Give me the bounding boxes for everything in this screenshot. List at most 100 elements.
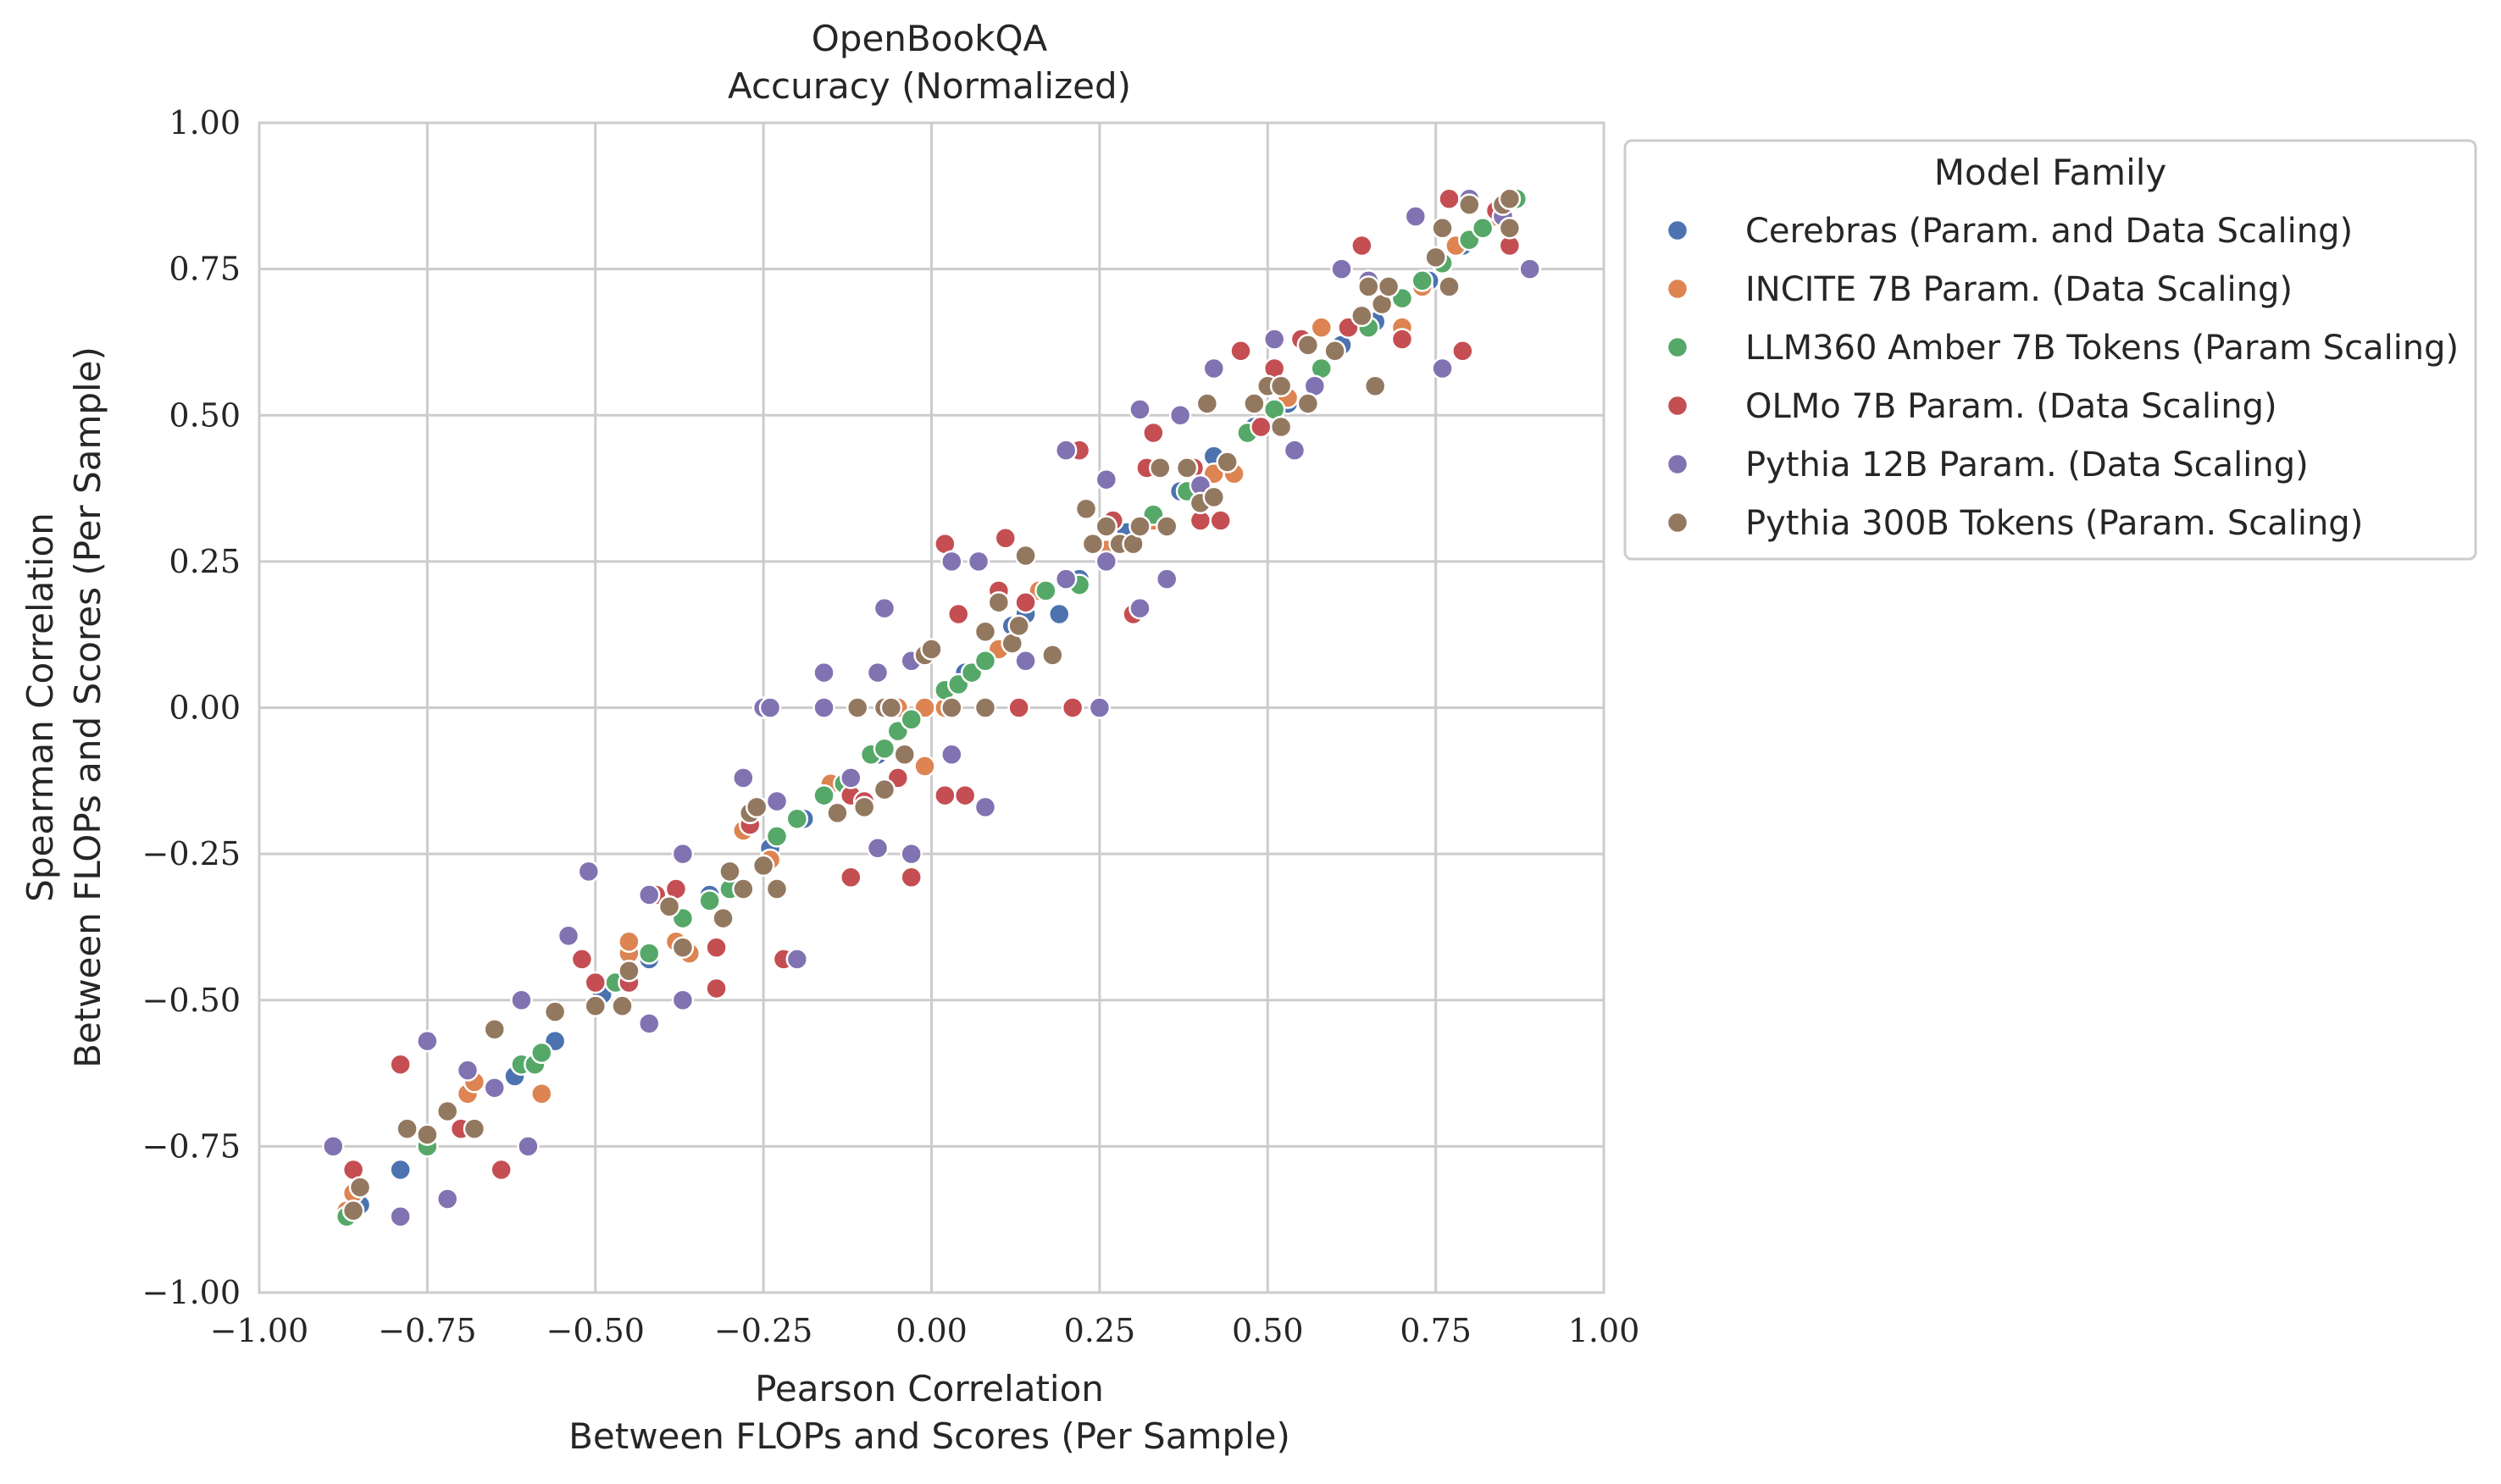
data-point [1095,468,1118,491]
data-point [435,1188,459,1210]
data-point [765,825,789,848]
data-point [812,696,835,719]
data-point [389,1158,412,1182]
x-tick-label: 0.75 [1400,1312,1472,1349]
data-point [846,696,869,719]
data-point [416,1029,439,1053]
data-point [1168,404,1192,427]
data-point [913,755,936,778]
data-point [1330,257,1353,280]
data-point [705,936,728,959]
data-point [483,1077,506,1099]
data-point [1471,217,1494,240]
data-point [416,1123,439,1146]
data-point [967,550,990,573]
data-point [1390,328,1414,351]
data-point [920,638,943,661]
data-point [456,1059,480,1082]
series-points [341,187,1522,1222]
data-point [1095,515,1118,538]
data-point [1014,544,1037,568]
data-point [1014,590,1037,614]
data-point [745,795,768,819]
chart-subtitle: Accuracy (Normalized) [728,65,1131,107]
y-tick-label: 0.00 [169,689,241,727]
data-point [611,994,634,1017]
data-point [570,948,594,971]
data-point [873,778,896,801]
legend-box [1623,139,2477,561]
data-point [1424,246,1447,269]
data-point [1377,275,1400,298]
data-point [1128,515,1151,538]
data-point [698,889,721,912]
data-point [866,836,890,860]
y-tick-label: −1.00 [142,1274,241,1311]
data-points [322,187,1541,1228]
data-point [1411,269,1434,292]
data-point [812,784,835,807]
legend-title: Model Family [1934,152,2167,193]
y-tick-label: −0.50 [142,982,241,1019]
data-point [973,696,997,719]
data-point [1438,187,1461,211]
series-points [335,187,1528,1228]
data-point [973,620,997,643]
legend-label: Pythia 300B Tokens (Param. Scaling) [1745,504,2363,543]
x-tick-label: −0.50 [546,1312,645,1349]
data-point [973,795,997,819]
legend-item: Pythia 12B Param. (Data Scaling) [1666,446,2309,485]
data-point [994,527,1018,550]
data-point [1357,275,1380,298]
data-point [785,948,809,971]
data-point [765,878,789,900]
data-point [712,906,735,930]
legend-item: INCITE 7B Param. (Data Scaling) [1666,270,2293,309]
data-point [618,959,640,983]
x-axis-label-line2: Between FLOPs and Scores (Per Sample) [568,1415,1290,1457]
data-point [1202,485,1226,509]
data-point [1088,696,1112,719]
data-point [1209,509,1232,532]
data-point [1007,696,1030,719]
data-point [987,590,1011,614]
data-point [1296,334,1320,357]
data-point [1243,392,1266,415]
data-point [1142,421,1165,445]
legend-marker [1666,277,1689,301]
data-point [973,650,997,673]
data-point [953,784,977,807]
data-point [517,1135,540,1158]
data-point [1216,451,1239,473]
data-point [893,743,917,766]
data-point [900,866,923,889]
data-point [1155,568,1178,590]
data-point [934,784,957,807]
legend-item: Cerebras (Param. and Data Scaling) [1666,212,2353,251]
legend-label: OLMo 7B Param. (Data Scaling) [1745,387,2277,426]
data-point [435,1099,459,1123]
data-point [1007,614,1030,638]
x-tick-label: 1.00 [1568,1312,1640,1349]
data-point [1128,596,1151,620]
data-point [483,1018,506,1041]
x-tick-labels: −1.00 −0.75 −0.50 −0.25 0.00 0.25 0.50 0.75 1.00 [210,1312,1640,1349]
chart-title: OpenBookQA [812,18,1048,59]
data-point [705,977,728,1000]
data-point [765,789,789,813]
data-point [1438,275,1461,298]
data-point [671,842,695,866]
legend-label: Pythia 12B Param. (Data Scaling) [1745,446,2309,485]
data-point [718,860,741,883]
data-point [940,743,963,766]
data-point [840,767,862,789]
legend-label: LLM360 Amber 7B Tokens (Param Scaling) [1745,329,2459,368]
data-point [940,696,963,719]
data-point [1175,457,1199,479]
data-point [510,988,533,1011]
data-point [1202,357,1226,380]
data-point [1283,439,1306,462]
legend-items: Cerebras (Param. and Data Scaling) INCITE… [1666,212,2459,543]
y-tick-label: −0.25 [142,835,241,872]
